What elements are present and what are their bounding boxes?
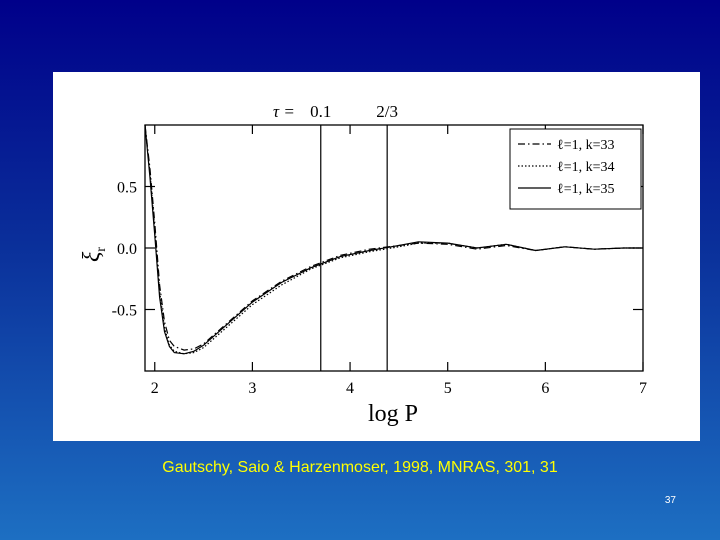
y-axis-label-sub: r: [94, 247, 109, 252]
tau-prefix-label: τ =: [273, 102, 295, 121]
figure-panel: 2 3 4 5 6 7 0.5 0.0 -0.5 τ = 0.1 2/3 ℓ=1, k=33 ℓ=1…: [53, 72, 700, 441]
y-tick-label: -0.5: [112, 303, 137, 320]
series-line-dotted: [144, 124, 643, 355]
series-lines: [144, 124, 643, 355]
y-axis-label: ξr: [79, 247, 109, 262]
y-tick-label: 0.5: [117, 180, 137, 197]
series-line-solid: [144, 124, 643, 355]
tau-markers: τ = 0.1 2/3: [273, 102, 398, 371]
x-tick-label: 4: [346, 380, 354, 397]
x-tick-label: 5: [444, 380, 452, 397]
x-tick-label: 3: [248, 380, 256, 397]
tau-marker-label: 2/3: [376, 102, 398, 121]
legend-label: ℓ=1, k=34: [557, 160, 615, 175]
tau-marker-label: 0.1: [310, 102, 331, 121]
axis-labels: log P ξr: [79, 247, 418, 427]
x-tick-label: 7: [639, 380, 647, 397]
x-axis-label: log P: [368, 401, 418, 427]
legend-box: [509, 128, 642, 210]
slide-number: 37: [664, 495, 676, 506]
legend: ℓ=1, k=33 ℓ=1, k=34 ℓ=1, k=35: [509, 128, 642, 210]
citation-caption: Gautschy, Saio & Harzenmoser, 1998, MNRA…: [162, 459, 558, 476]
legend-label: ℓ=1, k=35: [557, 182, 615, 197]
y-axis-label-main: ξ: [79, 251, 105, 262]
x-tick-label: 6: [541, 380, 549, 397]
legend-label: ℓ=1, k=33: [557, 138, 615, 153]
x-tick-label: 2: [151, 380, 159, 397]
chart: 2 3 4 5 6 70.50.0-0.5 τ = 0.1 2/3 ℓ=1, k=33ℓ=1…: [79, 102, 647, 427]
y-tick-label: 0.0: [117, 241, 137, 258]
